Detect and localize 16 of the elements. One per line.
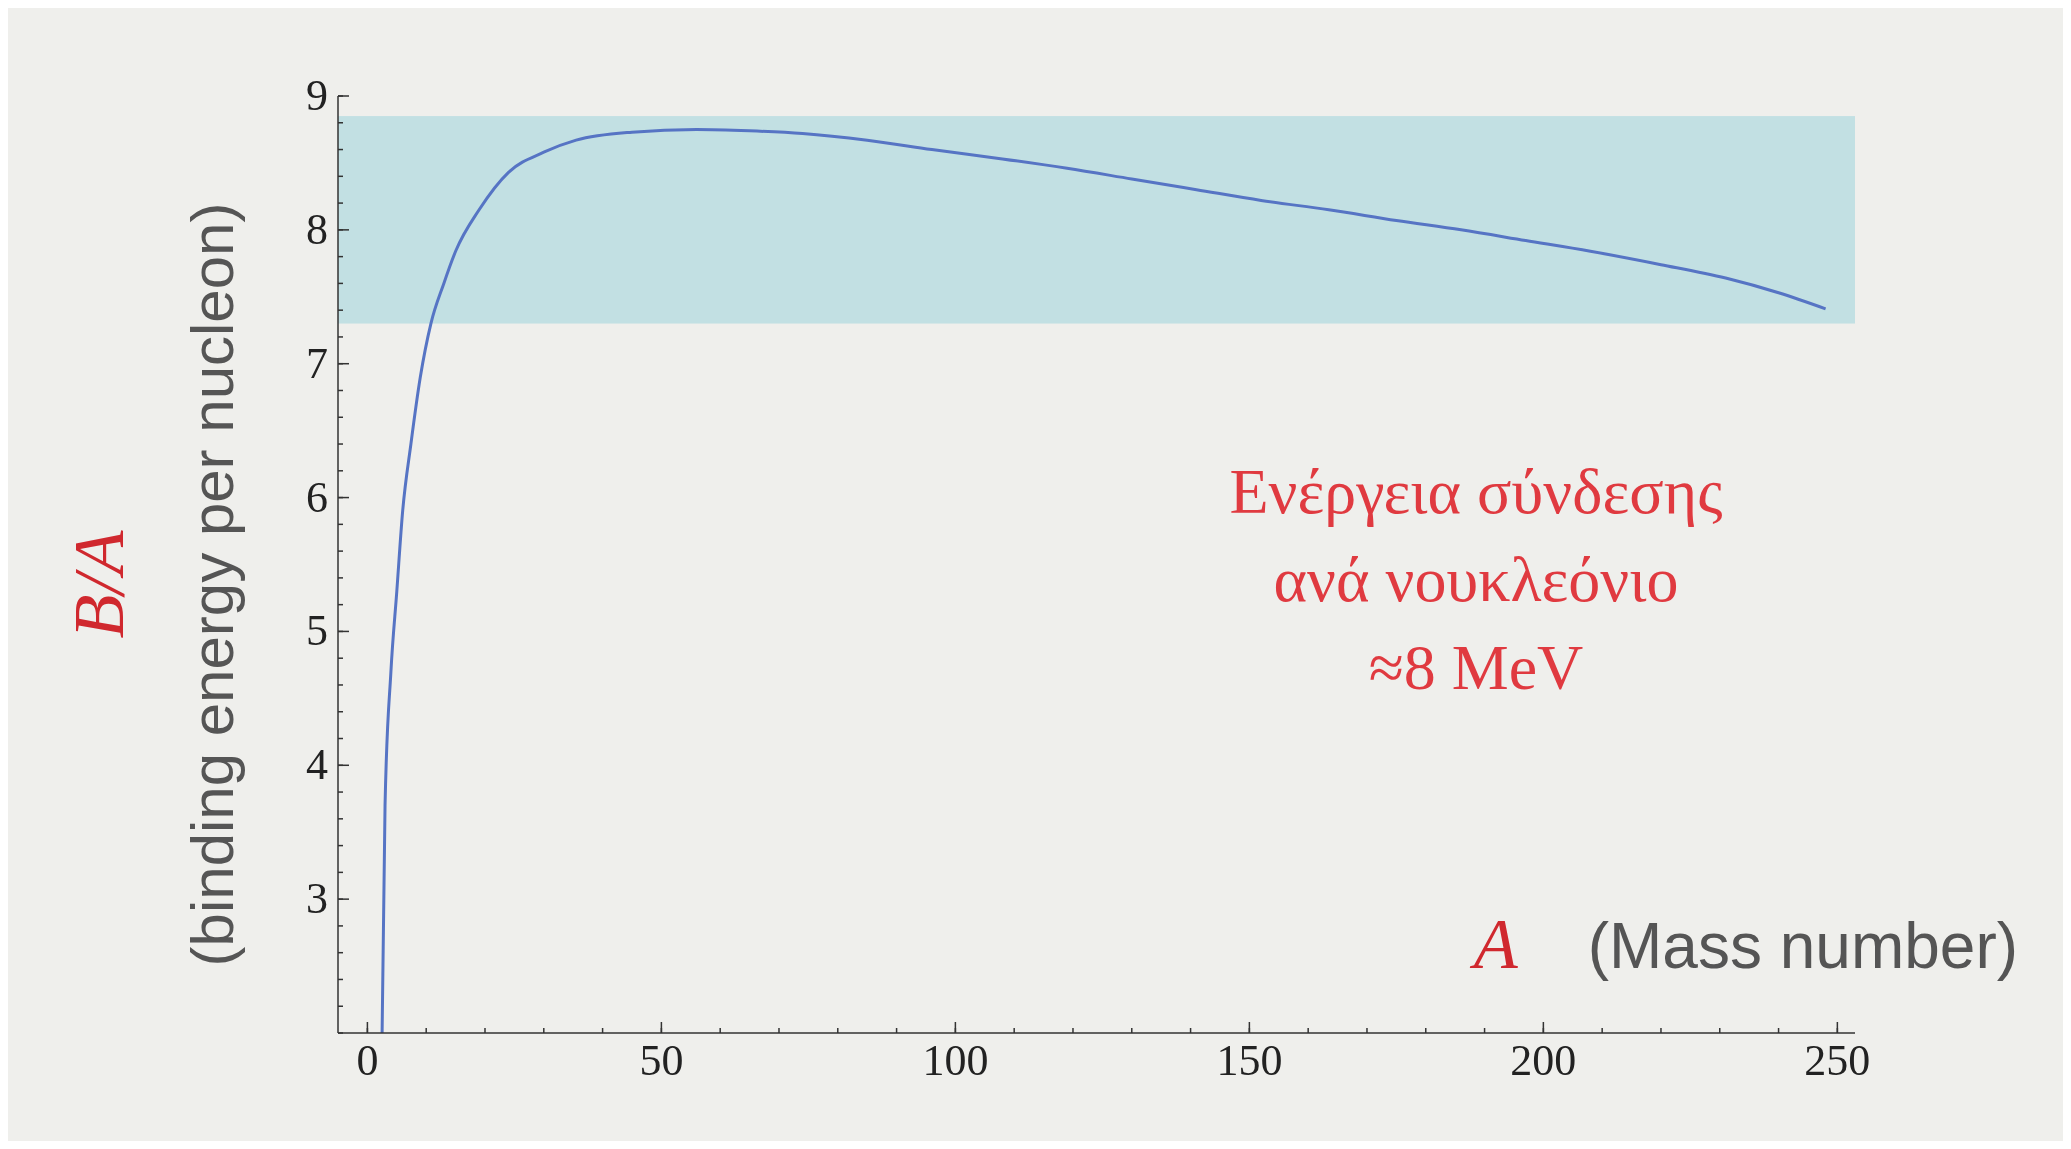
x-tick-label: 100 [922,1036,989,1085]
x-tick-label: 200 [1510,1036,1577,1085]
y-tick-label: 7 [306,338,328,388]
y-tick-label: 6 [306,472,328,522]
y-axis-title: B/A (binding energy per nucleon) [59,202,246,967]
x-tick-label: 150 [1216,1036,1283,1085]
y-tick-label: 3 [306,874,328,924]
y-tick-label: 8 [306,204,328,254]
x-tick-label: 0 [356,1036,379,1085]
y-tick-label: 9 [306,71,328,120]
x-tick-label: 50 [639,1036,684,1085]
x-axis-title: A (Mass number) [1469,904,2018,984]
y-tick-label: 4 [306,740,328,790]
annotation: Ενέργεια σύνδεσης ανά νουκλεόνιο ≈8 MeV [1229,456,1723,703]
y-tick-label: 5 [306,606,328,656]
x-tick-label: 250 [1804,1036,1871,1085]
